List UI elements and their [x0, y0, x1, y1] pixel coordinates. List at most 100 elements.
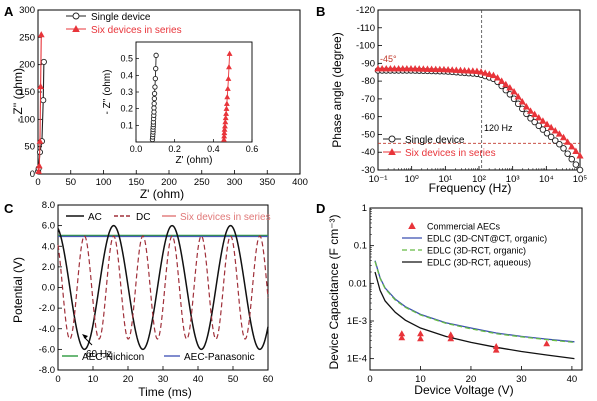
- legend-label: DC: [136, 212, 150, 223]
- x-tick-label: 40: [567, 374, 578, 385]
- single-device-point: [560, 145, 567, 152]
- inset-y-tick-label: 0.3: [120, 87, 133, 97]
- inset-six-devices-point: [226, 50, 233, 56]
- x-tick-label: 10⁻¹: [369, 174, 388, 185]
- legend-marker: [388, 148, 396, 155]
- y-tick-label: 1E-3: [347, 316, 367, 327]
- panel-a-legend: Single device Six devices in series: [66, 12, 182, 36]
- legend-label: Six devices in series: [405, 148, 496, 159]
- freq-annotation: 120 Hz: [484, 123, 513, 133]
- x-tick-label: 400: [292, 177, 308, 188]
- inset-six-devices-point: [224, 85, 231, 91]
- panel-c-legend: AC DC Six devices in series AEC-Nichicon AEC…: [62, 212, 271, 363]
- six-devices-point: [448, 66, 456, 73]
- six-devices-point: [37, 31, 45, 38]
- panel-letter-b: B: [316, 4, 325, 19]
- panel-d-marks: [374, 260, 575, 360]
- y-tick-label: 1: [362, 203, 367, 214]
- commercial-aec-point: [398, 334, 406, 341]
- y-tick-label: 4.0: [42, 241, 55, 252]
- inset-six-devices-point: [223, 100, 230, 106]
- y-tick-label: -50: [361, 129, 375, 140]
- freq-arrowhead: [82, 334, 88, 339]
- legend-label: Single device: [91, 12, 151, 23]
- six-devices-point: [514, 92, 522, 100]
- panel-c-axes: 0 10 20 30 40 50 60 -8.0 -6.0 -4.0 -2.0 0.0 2.0 4.0 6.…: [39, 200, 274, 385]
- six-devices-point: [535, 113, 543, 121]
- six-devices-point: [576, 152, 584, 159]
- inset-x-tick-label: 0.4: [207, 144, 220, 154]
- legend-label: EDLC (3D-RCT, organic): [427, 246, 526, 256]
- six-devices-point: [460, 66, 469, 74]
- x-tick-label: 10³: [506, 174, 520, 185]
- single-device-point: [539, 126, 547, 133]
- six-devices-point: [493, 74, 502, 81]
- six-devices-point: [559, 133, 568, 141]
- y-tick-label: 200: [19, 60, 35, 71]
- x-tick-label: 30: [158, 374, 169, 385]
- inset-six-devices-point: [221, 126, 228, 132]
- y-tick-label: -120: [356, 5, 375, 16]
- y-tick-label: 300: [19, 5, 35, 16]
- x-tick-label: 10: [88, 374, 99, 385]
- inset-six-devices-point: [222, 118, 229, 125]
- panel-b-axes: 10⁻¹ 10⁰ 10¹ 10² 10³ 10⁴ 10⁵ -120 -110 -100 -90 -80…: [356, 5, 587, 185]
- commercial-aec-point: [543, 340, 551, 347]
- y-tick-label: -100: [356, 41, 375, 52]
- x-tick-label: 150: [128, 177, 144, 188]
- y-tick-label: 250: [19, 32, 35, 43]
- inset-single-device-point: [153, 66, 159, 72]
- six-devices-point: [35, 162, 43, 169]
- single-device-point: [531, 118, 538, 126]
- inset-single-device-point: [151, 91, 158, 97]
- inset-y-tick-label: 0.5: [120, 54, 133, 64]
- six-devices-point: [506, 84, 514, 91]
- six-devices-point: [485, 70, 493, 77]
- single-device-point: [556, 140, 563, 148]
- panel-d-legend: Commercial AECs EDLC (3D-CNT@CT, organic)…: [402, 222, 547, 268]
- x-tick-label: 20: [466, 374, 477, 385]
- legend-marker: [72, 12, 80, 20]
- panel-letter-a: A: [4, 4, 14, 19]
- panel-c-frame: [57, 204, 269, 371]
- ac-waveform: [57, 224, 269, 351]
- panel-d-axes: 0 10 20 30 40 1E-4 1E-3 0.01 0.1 1: [347, 203, 583, 385]
- y-tick-label: -60: [361, 112, 375, 123]
- y-tick-label: -2.0: [39, 303, 55, 314]
- inset-y-tick-label: 0.2: [120, 104, 133, 114]
- inset-single-device-point: [153, 52, 159, 58]
- inset-y-tick-label: 0.4: [120, 70, 133, 80]
- six-devices-point: [522, 103, 530, 110]
- six-devices-point: [477, 68, 485, 75]
- x-tick-label: 50: [228, 374, 239, 385]
- x-tick-label: 0: [55, 374, 60, 385]
- legend-label: Six devices in series: [91, 25, 182, 36]
- six-devices-point: [526, 107, 535, 114]
- panel-b-xlabel: Frequency (Hz): [429, 181, 512, 195]
- panel-c-ylabel: Potential (V): [11, 257, 25, 323]
- single-device-point: [552, 137, 559, 144]
- panel-a-axes: 0 50 100 150 200 250 300 350 400 0 50 100 150 200 250 3…: [19, 5, 308, 188]
- x-tick-label: 300: [227, 177, 243, 188]
- panel-a-ylabel: - Z'' (ohm): [11, 68, 25, 122]
- six-devices-point: [531, 110, 539, 118]
- dc-waveform: [57, 235, 269, 340]
- panel-a-inset: 0.0 0.2 0.4 0.6 0.1 0.2 0.3 0.4 0.5 Z' (ohm) - Z''…: [102, 41, 258, 166]
- legend-marker: [388, 135, 396, 143]
- six-devices-point: [489, 71, 498, 79]
- panel-d-ylabel: Device Capacitance (F cm⁻³): [327, 214, 341, 369]
- single-device-point: [535, 122, 543, 130]
- x-tick-label: 30: [516, 374, 527, 385]
- panel-b-frame: [377, 9, 581, 171]
- commercial-aec-point: [417, 335, 424, 342]
- six-devices-point: [564, 138, 572, 145]
- x-tick-label: 10⁰: [404, 174, 419, 185]
- legend-label: EDLC (3D-CNT@CT, organic): [427, 234, 547, 244]
- inset-y-tick-label: 0.1: [120, 120, 133, 130]
- x-tick-label: 100: [96, 177, 112, 188]
- freq-label-60hz: 60 Hz: [86, 349, 112, 360]
- panel-a: A Z' (ohm) - Z'' (ohm) 0 50 100 150 200 250 30…: [4, 4, 308, 201]
- x-tick-label: 10⁴: [539, 174, 554, 185]
- inset-single-device-point: [152, 76, 158, 82]
- panel-a-marks: [35, 31, 47, 175]
